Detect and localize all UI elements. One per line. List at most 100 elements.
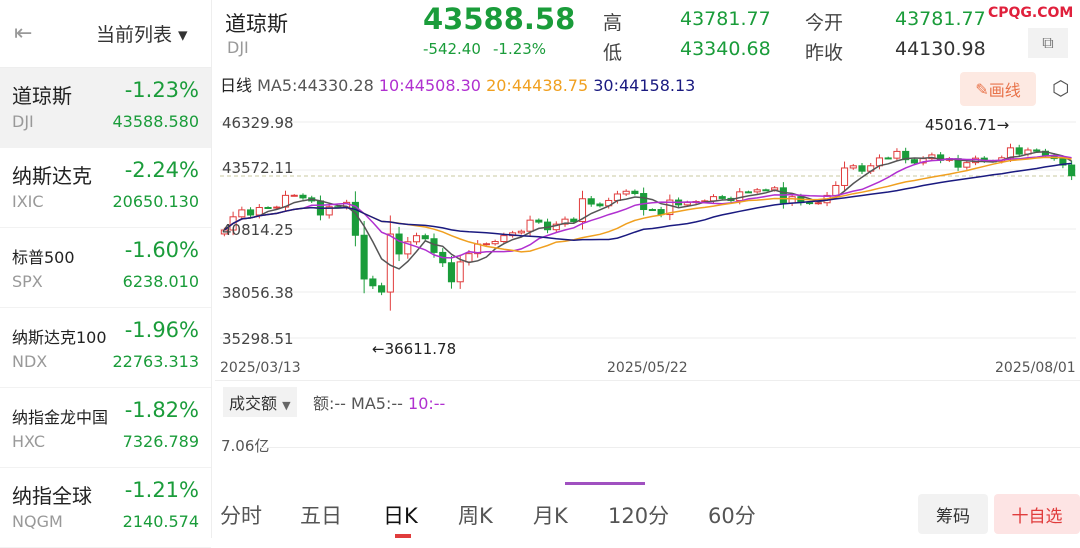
ma5-line <box>223 150 1072 270</box>
item-name: 道琼斯 <box>12 84 72 108</box>
item-price: 43588.580 <box>112 112 199 131</box>
candle-body <box>552 223 560 231</box>
tab-4[interactable]: 月K <box>533 504 568 528</box>
sidebar-item-hxc[interactable]: 纳指金龙中国 -1.82% HXC 7326.789 <box>0 388 211 468</box>
candle-body <box>1059 158 1067 166</box>
add-watchlist-button[interactable]: 十自选 <box>994 494 1080 534</box>
candle-body <box>369 278 377 287</box>
item-name: 标普500 <box>12 248 75 267</box>
list-title: 当前列表 <box>96 24 173 46</box>
candle-body <box>561 218 569 225</box>
candle-body <box>421 235 429 240</box>
candle-body <box>360 234 368 280</box>
candle-body <box>683 202 691 206</box>
tab-3[interactable]: 周K <box>458 504 493 528</box>
candle-body <box>412 235 421 243</box>
candle-body <box>1015 147 1023 155</box>
prev-close-value: 44130.98 <box>895 38 986 60</box>
candle-body <box>596 203 604 207</box>
tab-1[interactable]: 五日 <box>300 504 342 528</box>
candle-body <box>526 219 534 232</box>
item-name: 纳斯达克100 <box>12 328 107 347</box>
item-price: 6238.010 <box>122 272 199 291</box>
watchlist-sidebar: ⇤ 当前列表 ▾ 道琼斯 -1.23% DJI 43588.580 纳斯达克 -2… <box>0 0 212 548</box>
fullscreen-icon[interactable]: ⧉ <box>1028 28 1068 58</box>
collapse-menu-icon[interactable]: ⇤ <box>14 21 33 46</box>
tab-2[interactable]: 日K <box>383 504 418 528</box>
item-code: SPX <box>12 272 43 291</box>
item-pct: -1.96% <box>124 318 199 342</box>
candle-body <box>666 199 674 216</box>
quote-header: 道琼斯 DJI 43588.58 -542.40 -1.23% 高 43781.… <box>213 0 1080 68</box>
candle-body <box>491 240 499 245</box>
candlestick-chart[interactable] <box>0 0 1080 380</box>
item-pct: -1.23% <box>124 78 199 102</box>
tab-0[interactable]: 分时 <box>220 504 262 528</box>
chips-button[interactable]: 筹码 <box>918 494 988 534</box>
tab-5[interactable]: 120分 <box>608 504 670 528</box>
candle-body <box>814 202 822 205</box>
sidebar-item-ixic[interactable]: 纳斯达克 -2.24% IXIC 20650.130 <box>0 148 211 228</box>
candle-body <box>404 241 412 255</box>
list-selector[interactable]: 当前列表 ▾ <box>96 24 188 46</box>
y-tick: 46329.98 <box>222 114 294 132</box>
stock-code: DJI <box>227 38 249 57</box>
candle-body <box>963 162 971 168</box>
settings-icon[interactable]: ⬡ <box>1052 76 1070 100</box>
watermark: CPQG.COM <box>988 5 1074 21</box>
volume-panel: 成交额 ▼ 额:-- MA5:-- 10:-- 7.06亿 <box>215 380 1080 485</box>
candle-body <box>273 206 281 209</box>
candle-body <box>378 285 386 293</box>
sidebar-item-dji[interactable]: 道琼斯 -1.23% DJI 43588.580 <box>0 68 211 148</box>
candle-body <box>1033 149 1041 152</box>
candle-body <box>578 198 587 222</box>
item-pct: -2.24% <box>124 158 199 182</box>
candle-body <box>325 206 333 216</box>
ma10-line <box>223 154 1072 259</box>
candle-body <box>264 206 272 209</box>
volume-ma10: 10:-- <box>408 394 446 413</box>
open-value: 43781.77 <box>895 8 986 30</box>
volume-selector-label: 成交额 <box>229 394 278 413</box>
candle-body <box>465 253 473 263</box>
candle-body <box>806 202 814 205</box>
draw-label: 画线 <box>988 81 1021 100</box>
candle-body <box>299 194 307 199</box>
chevron-down-icon: ▼ <box>282 399 291 412</box>
candle-body <box>788 196 796 204</box>
item-pct: -1.60% <box>124 238 199 262</box>
candle-body <box>744 191 753 194</box>
period-label: 日线 <box>220 76 253 95</box>
candle-body <box>648 209 656 212</box>
candle-body <box>736 191 744 202</box>
low-value: 43340.68 <box>680 38 771 60</box>
pencil-icon: ✎ <box>975 79 989 99</box>
prev-close-label: 昨收 <box>805 42 844 64</box>
volume-max-label: 7.06亿 <box>221 437 270 455</box>
candle-body <box>902 150 910 161</box>
item-price: 7326.789 <box>122 432 199 451</box>
candle-body <box>631 190 639 195</box>
sidebar-item-spx[interactable]: 标普500 -1.60% SPX 6238.010 <box>0 228 211 308</box>
tab-6[interactable]: 60分 <box>708 504 756 528</box>
candle-body <box>255 206 263 216</box>
candle-body <box>587 198 595 205</box>
item-code: NQGM <box>12 512 63 531</box>
item-price: 22763.313 <box>112 352 199 371</box>
y-tick: 40814.25 <box>222 221 294 239</box>
draw-button[interactable]: ✎ 画线 <box>960 72 1036 106</box>
volume-ma5: MA5:-- <box>351 394 403 413</box>
candle-body <box>447 262 456 283</box>
sidebar-header: ⇤ 当前列表 ▾ <box>0 0 211 68</box>
item-price: 2140.574 <box>122 512 199 531</box>
candle-body <box>535 219 543 223</box>
item-code: NDX <box>12 352 48 371</box>
price-change-pct: -1.23% <box>493 40 547 58</box>
sidebar-item-ndx[interactable]: 纳斯达克100 -1.96% NDX 22763.313 <box>0 308 211 388</box>
candle-body <box>753 189 761 193</box>
candle-body <box>849 165 857 169</box>
sidebar-item-nqgm[interactable]: 纳指全球 -1.21% NQGM 2140.574 <box>0 468 211 548</box>
volume-indicator-selector[interactable]: 成交额 ▼ <box>223 387 297 417</box>
ma20-value: 20:44438.75 <box>486 76 589 95</box>
low-label: 低 <box>603 42 623 64</box>
